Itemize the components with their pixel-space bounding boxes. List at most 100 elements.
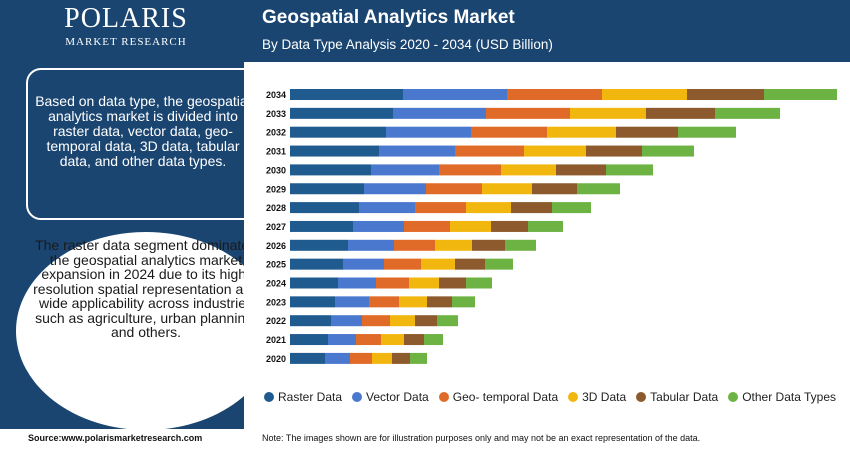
legend-swatch <box>264 392 274 402</box>
bar-segment <box>290 164 371 176</box>
bar-segment <box>687 89 764 100</box>
bar-segment <box>528 220 563 232</box>
bar-segment <box>437 315 458 327</box>
bar-segment <box>547 126 616 138</box>
highlight-text: The raster data segment dominated the ge… <box>33 237 259 340</box>
legend-label: Raster Data <box>278 390 343 404</box>
legend-item: Other Data Types <box>728 390 836 404</box>
bar-segment <box>404 220 450 232</box>
bar-segment <box>290 352 325 364</box>
bar-segment <box>577 183 620 195</box>
bar-segment <box>616 126 678 138</box>
disclaimer-note: Note: The images shown are for illustrat… <box>262 433 701 443</box>
bar-segment <box>764 89 837 100</box>
chart-legend: Raster Data Vector Data Geo- temporal Data… <box>264 390 844 406</box>
bar-segment <box>466 202 511 214</box>
bar-segment <box>485 258 513 270</box>
header-banner <box>0 0 850 62</box>
bar-segment <box>376 277 409 289</box>
bar-segment <box>290 258 343 270</box>
bar-segment <box>290 145 379 157</box>
bar-segment <box>471 126 547 138</box>
bar-segment <box>394 239 435 251</box>
footer <box>0 429 850 451</box>
bar-segment <box>678 126 736 138</box>
y-tick-label: 2021 <box>266 335 286 345</box>
bar-segment <box>403 89 507 100</box>
bar-segment <box>507 89 602 100</box>
bar-segment <box>353 220 404 232</box>
bar-segment <box>466 277 492 289</box>
bar-segment <box>384 258 421 270</box>
bar-segment <box>439 164 501 176</box>
bar-segment <box>290 202 359 214</box>
bar-segment <box>427 296 452 308</box>
bar-segment <box>290 107 393 119</box>
bar-segment <box>386 126 471 138</box>
bar-segment <box>290 296 335 308</box>
bar-segment <box>290 183 364 195</box>
y-tick-label: 2026 <box>266 241 286 251</box>
bar-segment <box>486 107 570 119</box>
legend-swatch <box>636 392 647 402</box>
bar-segment <box>552 202 591 214</box>
bar-segment <box>511 202 552 214</box>
bar-segment <box>290 126 386 138</box>
bar-segment <box>715 107 780 119</box>
chart-area: 2034 2033 2032 2031 2030 2029 2028 2027 2026 2025… <box>244 62 850 429</box>
bar-segment <box>455 145 524 157</box>
chart-subtitle: By Data Type Analysis 2020 - 2034 (USD B… <box>262 37 553 52</box>
y-tick-label: 2031 <box>266 147 286 157</box>
legend-swatch <box>728 392 739 402</box>
bar-segment <box>328 334 356 346</box>
bar-segment <box>602 89 687 100</box>
bar-segment <box>331 315 362 327</box>
bar-segment <box>290 334 328 346</box>
bar-segment <box>452 296 475 308</box>
chart-title: Geospatial Analytics Market <box>262 7 515 28</box>
bar-segment <box>359 202 415 214</box>
bar-segment <box>646 107 715 119</box>
bar-segment <box>450 220 491 232</box>
bar-segment <box>409 277 439 289</box>
bar-segment <box>350 352 372 364</box>
y-tick-label: 2034 <box>266 90 286 100</box>
bar-segment <box>421 258 455 270</box>
bar-segment <box>482 183 532 195</box>
y-tick-label: 2024 <box>266 279 286 289</box>
bar-segment <box>369 296 399 308</box>
bar-segment <box>586 145 642 157</box>
bar-segment <box>524 145 586 157</box>
legend-swatch <box>438 392 449 402</box>
legend-label: 3D Data <box>582 390 627 404</box>
bar-segment <box>290 220 353 232</box>
bar-segment <box>381 334 404 346</box>
bar-segment <box>439 277 466 289</box>
logo-subtitle: MARKET RESEARCH <box>65 36 187 48</box>
info-box <box>26 68 260 220</box>
highlight-circle <box>16 232 276 430</box>
bar-segment <box>491 220 528 232</box>
bar-segment <box>371 164 439 176</box>
bar-segment <box>325 352 350 364</box>
bar-segment <box>399 296 427 308</box>
bar-segment <box>290 315 331 327</box>
logo-name: POLARIS <box>64 3 188 34</box>
y-tick-label: 2032 <box>266 128 286 138</box>
source-text: Source:www.polarismarketresearch.com <box>28 433 203 443</box>
bar-segment <box>435 239 472 251</box>
bar-segment <box>393 107 486 119</box>
y-tick-label: 2020 <box>266 354 286 364</box>
bar-segment <box>410 352 427 364</box>
y-tick-label: 2029 <box>266 184 286 194</box>
bar-segment <box>338 277 376 289</box>
y-tick-label: 2028 <box>266 203 286 213</box>
bar-segment <box>364 183 426 195</box>
bar-segment <box>606 164 653 176</box>
y-tick-label: 2022 <box>266 316 286 326</box>
info-text: Based on data type, the geospatial analy… <box>35 93 251 169</box>
bar-segment <box>426 183 482 195</box>
bar-segment <box>424 334 443 346</box>
bar-segment <box>290 239 348 251</box>
bar-segment <box>642 145 694 157</box>
